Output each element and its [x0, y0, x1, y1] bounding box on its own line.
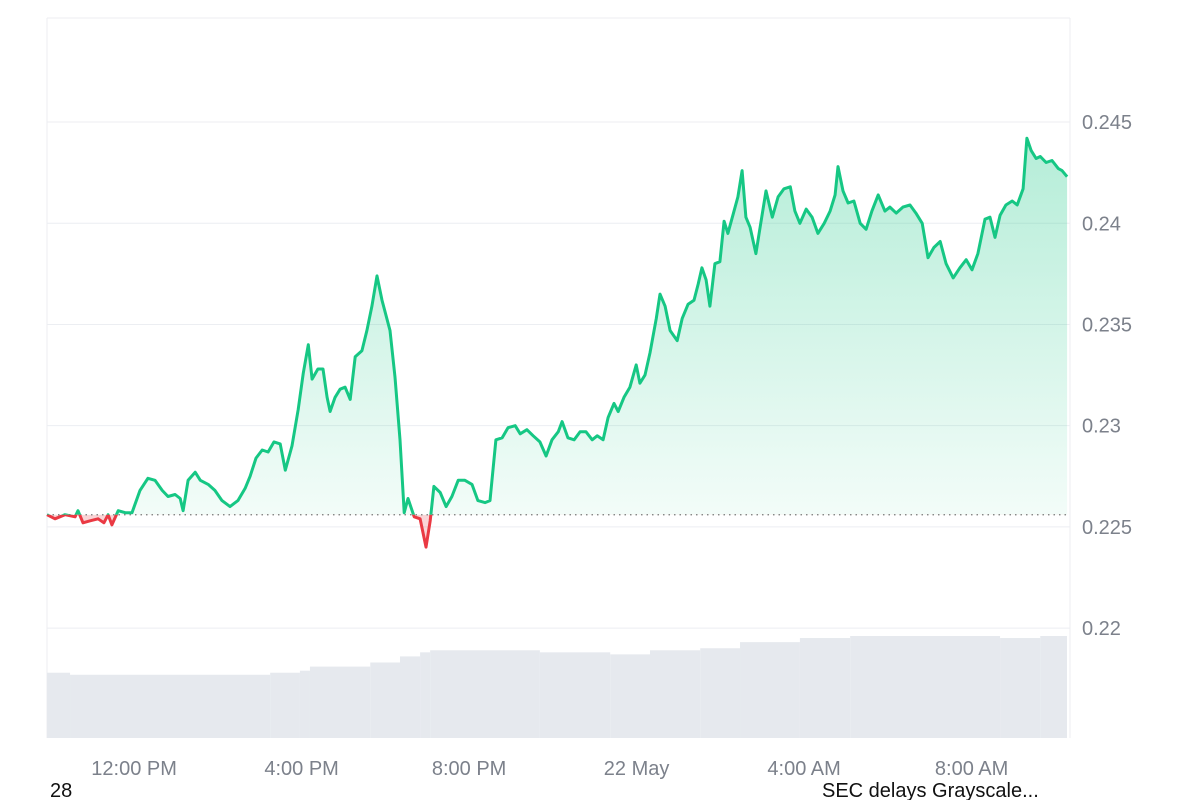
y-tick-label: 0.235: [1082, 314, 1132, 336]
y-tick-label: 0.225: [1082, 517, 1132, 539]
area-up: [47, 138, 1068, 515]
volume-bar: [1000, 638, 1041, 738]
volume-bar: [649, 650, 701, 738]
volume-bar: [1040, 636, 1067, 738]
area-down: [47, 514, 431, 548]
footer-left: 28: [50, 780, 72, 800]
volume-bar: [400, 656, 421, 738]
volume-bar: [70, 674, 271, 738]
volume-bar: [47, 672, 71, 738]
volume-bar: [420, 652, 431, 738]
volume-bar: [700, 648, 741, 738]
volume-bar: [370, 662, 401, 738]
volume-bar: [610, 654, 650, 738]
x-tick-label: 4:00 PM: [264, 758, 338, 780]
x-tick-label: 4:00 AM: [767, 758, 840, 780]
y-tick-label: 0.245: [1082, 112, 1132, 134]
x-tick-label: 8:00 AM: [935, 758, 1008, 780]
y-tick-label: 0.22: [1082, 618, 1121, 640]
price-line-up: [46, 136, 1069, 515]
footer-right: SEC delays Grayscale...: [822, 780, 1039, 800]
volume-bar: [309, 666, 371, 738]
volume-bar: [430, 650, 540, 738]
volume-bar: [740, 642, 800, 738]
volume-bar: [799, 638, 851, 738]
volume-bar: [270, 672, 300, 738]
volume-bar: [539, 652, 611, 738]
y-tick-label: 0.23: [1082, 416, 1121, 438]
x-tick-label: 22 May: [604, 758, 670, 780]
x-tick-label: 12:00 PM: [91, 758, 177, 780]
volume-bar: [850, 636, 1001, 738]
x-tick-label: 8:00 PM: [432, 758, 506, 780]
volume-bar: [299, 670, 310, 738]
y-tick-label: 0.24: [1082, 213, 1121, 235]
